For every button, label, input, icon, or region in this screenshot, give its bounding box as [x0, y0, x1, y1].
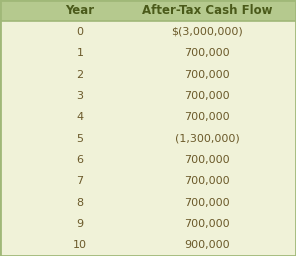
Bar	[0, 0, 296, 21]
Text: Year: Year	[65, 4, 94, 17]
Text: 10: 10	[73, 240, 87, 250]
Text: 700,000: 700,000	[184, 198, 230, 208]
Text: 700,000: 700,000	[184, 219, 230, 229]
Text: 3: 3	[76, 91, 83, 101]
Text: 900,000: 900,000	[184, 240, 230, 250]
Text: 1: 1	[76, 48, 83, 58]
Text: 7: 7	[76, 176, 83, 186]
Text: 0: 0	[76, 27, 83, 37]
Text: 9: 9	[76, 219, 83, 229]
Text: 5: 5	[76, 134, 83, 144]
Text: 700,000: 700,000	[184, 176, 230, 186]
Text: 700,000: 700,000	[184, 112, 230, 122]
Text: 2: 2	[76, 70, 83, 80]
Text: 6: 6	[76, 155, 83, 165]
Text: 700,000: 700,000	[184, 91, 230, 101]
Text: $(3,000,000): $(3,000,000)	[171, 27, 243, 37]
Text: 700,000: 700,000	[184, 70, 230, 80]
Text: 700,000: 700,000	[184, 155, 230, 165]
Text: 700,000: 700,000	[184, 48, 230, 58]
Text: After-Tax Cash Flow: After-Tax Cash Flow	[142, 4, 272, 17]
Text: 4: 4	[76, 112, 83, 122]
Text: 8: 8	[76, 198, 83, 208]
Text: (1,300,000): (1,300,000)	[175, 134, 239, 144]
